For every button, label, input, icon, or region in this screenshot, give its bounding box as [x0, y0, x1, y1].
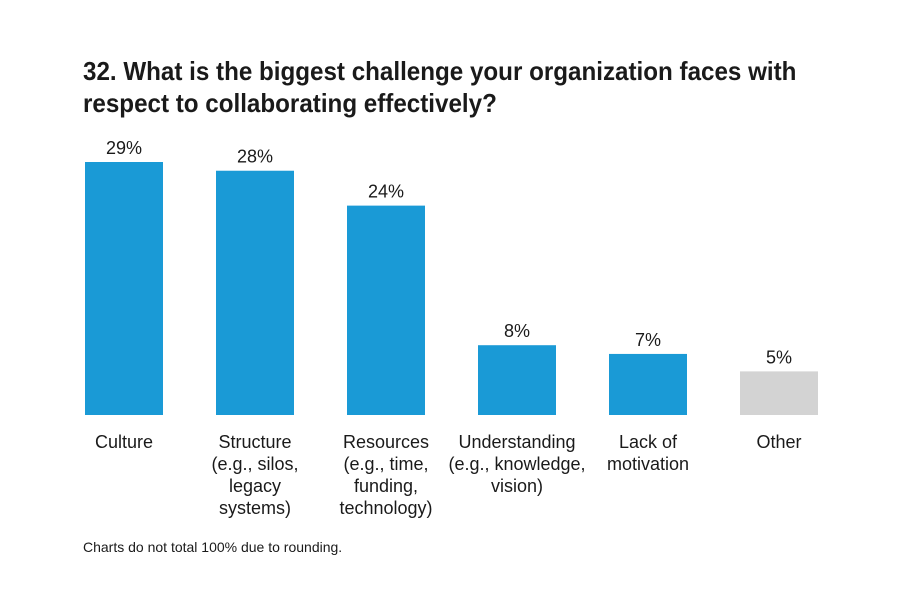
bar-5 — [740, 371, 818, 415]
category-label-1-line-0: Structure — [218, 432, 291, 452]
category-label-2-line-1: (e.g., time, — [343, 454, 428, 474]
bar-3 — [478, 345, 556, 415]
category-label-0-line-0: Culture — [95, 432, 153, 452]
category-labels-layer: Culture Structure (e.g., silos, legacy syste… — [95, 432, 802, 518]
category-label-3: Understanding (e.g., knowledge, vision) — [448, 432, 585, 496]
category-label-3-line-1: (e.g., knowledge, — [448, 454, 585, 474]
bars-layer — [85, 162, 818, 415]
footnote: Charts do not total 100% due to rounding… — [83, 539, 343, 555]
bar-0 — [85, 162, 163, 415]
value-label-1: 28% — [237, 147, 273, 167]
category-label-4: Lack of motivation — [607, 432, 689, 474]
category-label-1-line-3: systems) — [219, 498, 291, 518]
category-label-4-line-0: Lack of — [619, 432, 678, 452]
category-label-4-line-1: motivation — [607, 454, 689, 474]
category-label-1-line-2: legacy — [229, 476, 281, 496]
bar-1 — [216, 170, 294, 415]
category-label-2-line-3: technology) — [339, 498, 432, 518]
value-label-0: 29% — [106, 138, 142, 158]
category-label-2-line-2: funding, — [354, 476, 418, 496]
bar-4 — [609, 353, 687, 415]
category-label-0: Culture — [95, 432, 153, 452]
category-label-2: Resources (e.g., time, funding, technology) — [339, 432, 432, 518]
bar-2 — [347, 205, 425, 415]
category-label-5: Other — [756, 432, 801, 452]
value-label-2: 24% — [368, 182, 404, 202]
value-label-3: 8% — [504, 321, 530, 341]
value-labels-layer: 29% 28% 24% 8% 7% 5% — [106, 138, 792, 367]
category-label-5-line-0: Other — [756, 432, 801, 452]
chart-title: 32. What is the biggest challenge your o… — [83, 56, 797, 118]
category-label-1-line-1: (e.g., silos, — [211, 454, 298, 474]
value-label-5: 5% — [766, 347, 792, 367]
category-label-2-line-0: Resources — [343, 432, 429, 452]
category-label-1: Structure (e.g., silos, legacy systems) — [211, 432, 298, 518]
value-label-4: 7% — [635, 330, 661, 350]
category-label-3-line-2: vision) — [491, 476, 543, 496]
category-label-3-line-0: Understanding — [458, 432, 575, 452]
